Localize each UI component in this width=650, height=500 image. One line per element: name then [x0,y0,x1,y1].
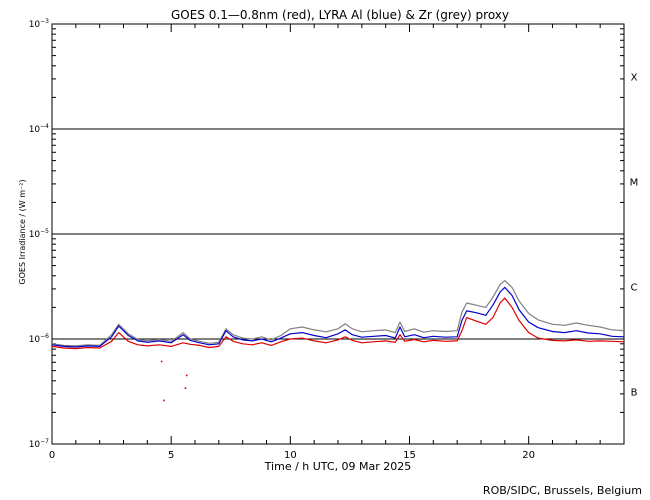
y-tick-label: 10−4 [29,123,49,135]
x-tick-label: 20 [522,450,535,461]
x-tick-label: 10 [284,450,297,461]
series-line [51,297,625,350]
x-tick-label: 15 [403,450,416,461]
y-tick-label: 10−6 [29,333,49,345]
series-line [51,286,625,348]
series-line [51,280,625,347]
outlier-point [160,360,163,363]
y-axis-label: GOES Irradiance / (W m⁻²) [18,179,27,284]
outlier-point [163,399,165,402]
flare-class-label: M [630,178,639,189]
flare-class-label: B [631,388,638,399]
y-tick-label: 10−5 [29,228,49,240]
footer-credit: ROB/SIDC, Brussels, Belgium [483,484,642,497]
y-tick-label: 10−3 [29,18,49,30]
chart-title: GOES 0.1—0.8nm (red), LYRA Al (blue) & Z… [171,8,509,22]
x-tick-label: 0 [49,450,55,461]
plot-area: 10−7 10−6 10−5 10−4 10−3 0 5 10 15 20 X M C B [29,18,639,461]
outlier-point [184,387,187,389]
outlier-point [185,374,188,377]
x-tick-label: 5 [168,450,174,461]
flare-class-label: C [631,283,638,294]
x-axis-label: Time / h UTC, 09 Mar 2025 [264,460,412,473]
flare-class-label: X [631,73,638,84]
y-tick-label: 10−7 [29,438,49,450]
